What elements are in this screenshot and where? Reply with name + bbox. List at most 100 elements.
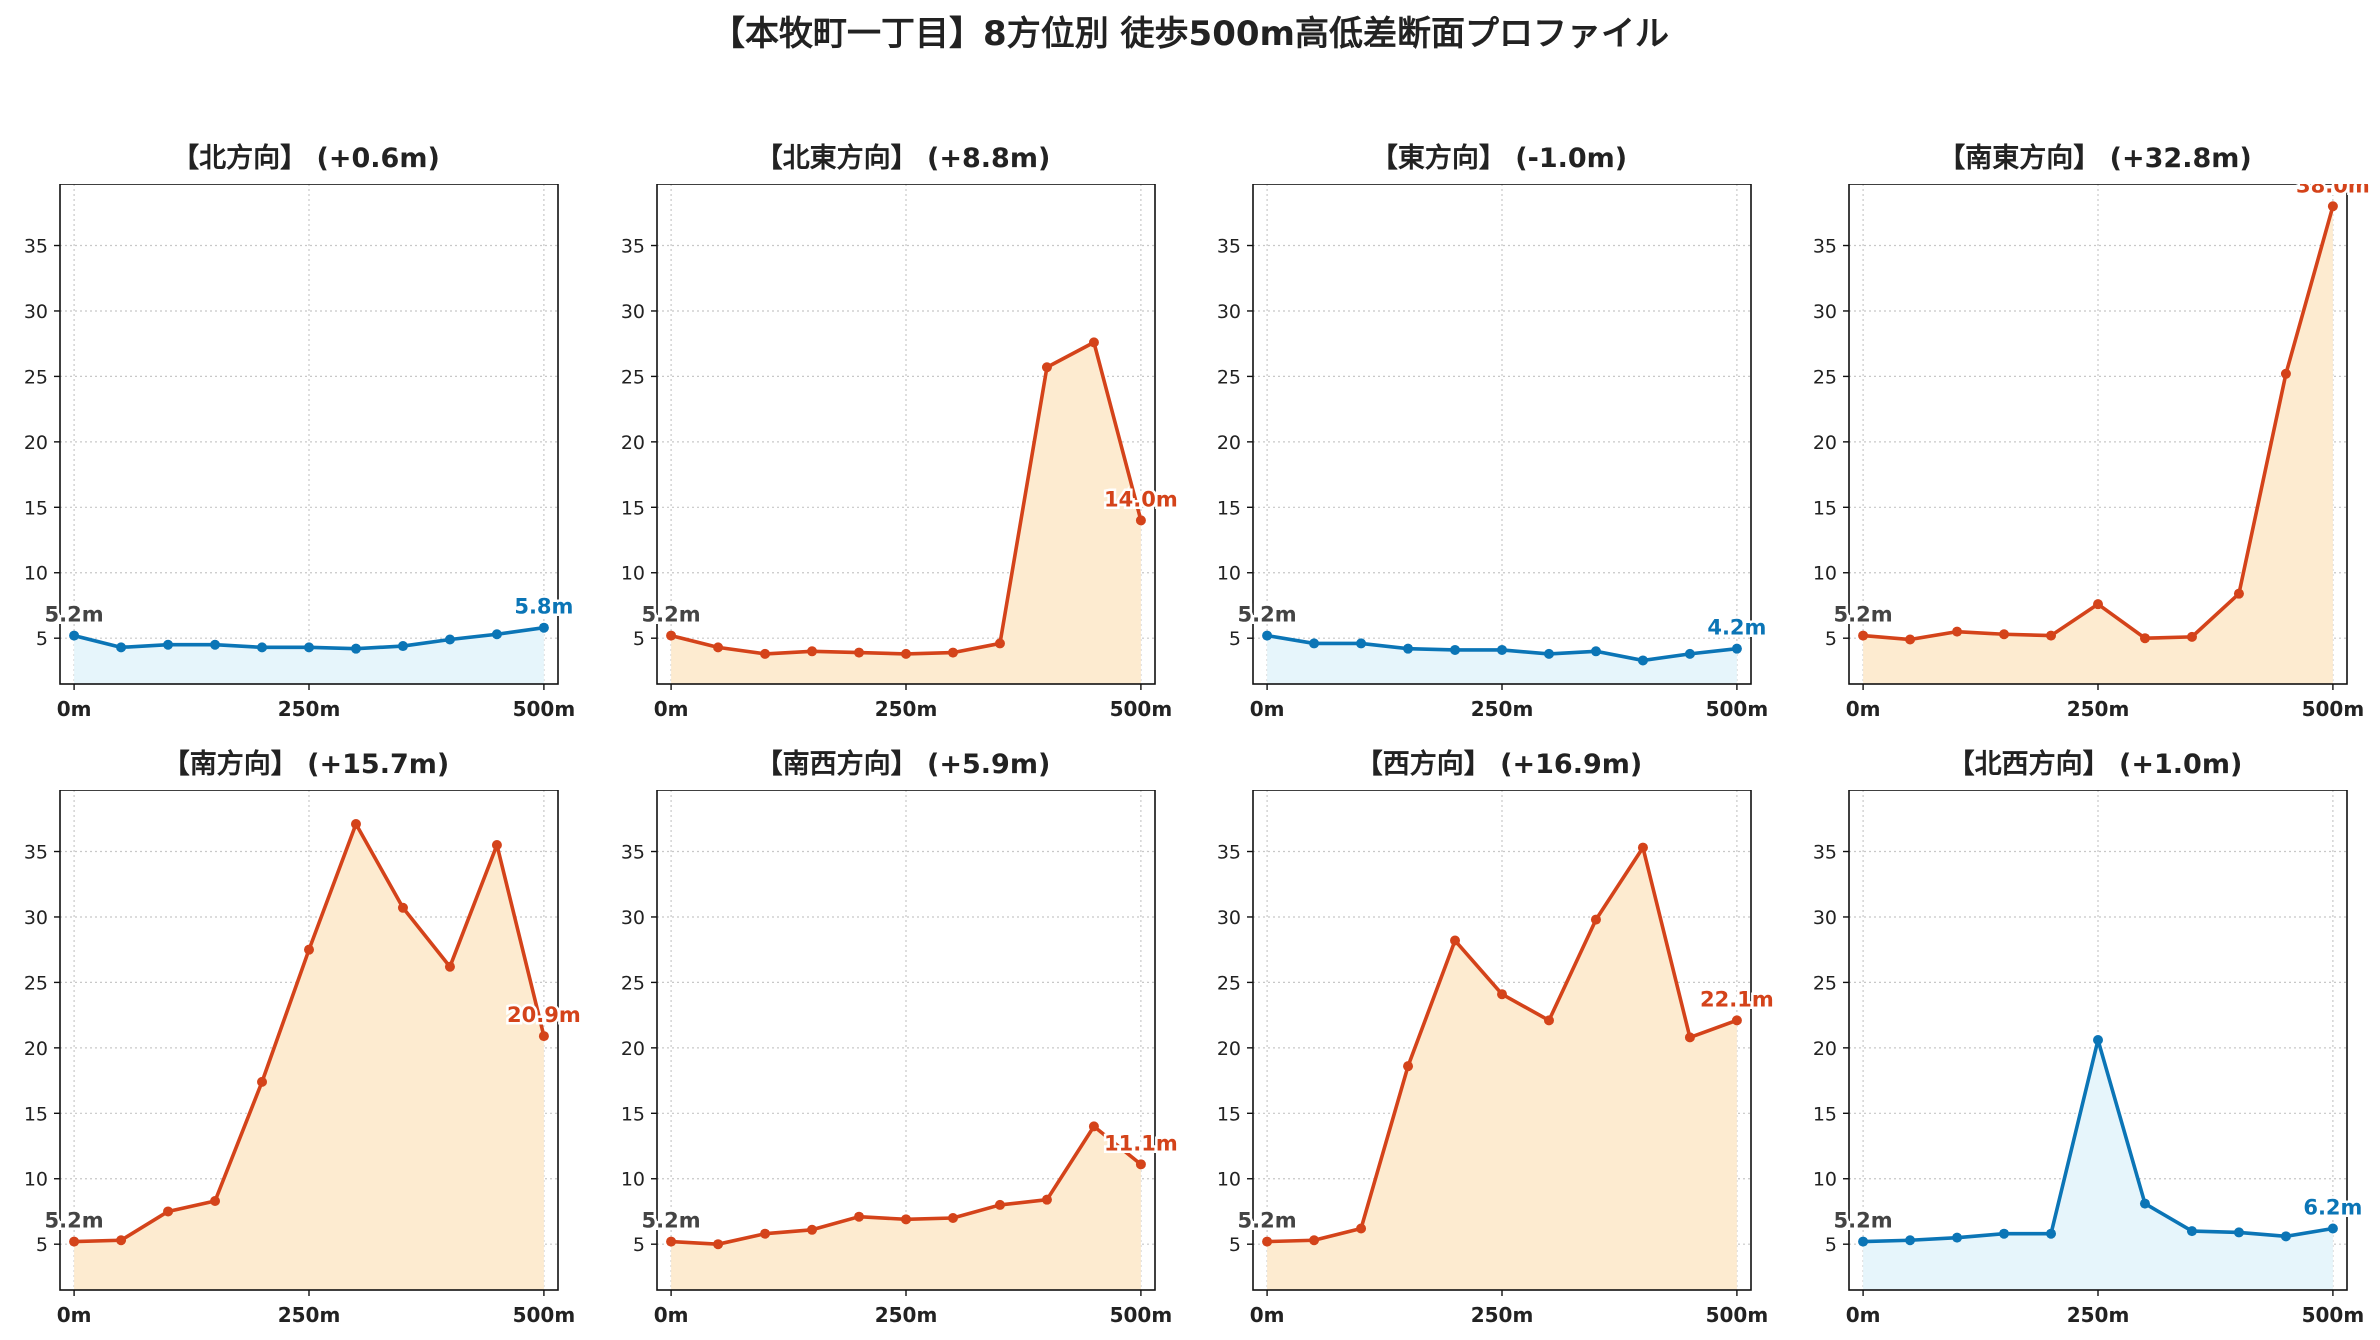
data-point: [257, 1076, 268, 1087]
data-point: [1684, 648, 1695, 659]
y-tick-label: 20: [621, 1038, 645, 1060]
data-point: [666, 1236, 677, 1247]
data-point: [1637, 655, 1648, 666]
y-tick-label: 10: [1813, 563, 1837, 585]
data-point: [1356, 1223, 1367, 1234]
data-point: [1637, 842, 1648, 853]
data-point: [2093, 1035, 2103, 1045]
data-point: [2233, 588, 2244, 599]
y-tick-label: 35: [1217, 842, 1241, 864]
data-point: [1497, 989, 1507, 1000]
area-fill: [671, 342, 1141, 684]
x-tick-label: 0m: [654, 697, 689, 721]
start-value-label: 5.2m: [1834, 603, 1893, 627]
data-point: [163, 1206, 174, 1217]
data-point: [1543, 1015, 1554, 1026]
profile-chart: 5 10 15 20 25 30 35 0m 250m 500m 5.2m 6.2m: [1813, 790, 2365, 1327]
data-point: [2280, 368, 2291, 379]
data-point: [491, 629, 502, 640]
data-point: [397, 641, 408, 652]
y-tick-label: 15: [24, 497, 48, 519]
y-tick-label: 10: [621, 563, 645, 585]
x-tick-label: 250m: [875, 697, 938, 721]
x-tick-label: 500m: [1110, 697, 1173, 721]
x-tick-label: 0m: [57, 1303, 92, 1327]
y-tick-label: 20: [24, 1038, 48, 1060]
y-tick-label: 30: [1813, 301, 1837, 323]
data-point: [444, 634, 455, 645]
y-tick-label: 5: [36, 628, 48, 650]
data-point: [2186, 631, 2197, 642]
profile-chart: 5 10 15 20 25 30 35 0m 250m 500m 5.2m 20.9m: [24, 790, 583, 1327]
panel-title: 【南東方向】 (+32.8m): [1938, 143, 2252, 174]
data-point: [69, 1236, 80, 1247]
data-point: [807, 646, 818, 657]
data-point: [2327, 201, 2338, 212]
data-point: [350, 643, 361, 654]
y-tick-label: 5: [1229, 1234, 1241, 1256]
x-tick-label: 250m: [2067, 697, 2130, 721]
data-point: [2139, 1198, 2150, 1209]
x-tick-label: 500m: [513, 697, 576, 721]
y-tick-label: 5: [36, 1234, 48, 1256]
y-tick-label: 15: [24, 1103, 48, 1125]
panel-title: 【南方向】 (+15.7m): [162, 749, 450, 780]
y-tick-label: 35: [24, 842, 48, 864]
data-point: [69, 630, 80, 641]
data-point: [491, 839, 502, 850]
y-tick-label: 30: [1217, 907, 1241, 929]
y-tick-label: 35: [1217, 236, 1241, 258]
profile-chart: 5 10 15 20 25 30 35 0m 250m 500m 5.2m 22.1m: [1217, 790, 1776, 1327]
x-tick-label: 250m: [278, 1303, 341, 1327]
y-tick-label: 10: [621, 1169, 645, 1191]
data-point: [760, 1228, 771, 1239]
y-tick-label: 35: [24, 236, 48, 258]
y-tick-label: 15: [1813, 1103, 1837, 1125]
y-tick-label: 30: [24, 301, 48, 323]
start-value-label: 5.2m: [642, 1209, 701, 1233]
start-value-label: 5.2m: [45, 603, 104, 627]
data-point: [350, 819, 361, 830]
y-tick-label: 5: [1825, 628, 1837, 650]
data-point: [1088, 337, 1099, 348]
x-tick-label: 500m: [2302, 1303, 2365, 1327]
data-point: [807, 1224, 818, 1235]
data-point: [1356, 638, 1367, 649]
area-fill: [671, 1126, 1141, 1290]
data-point: [2139, 633, 2150, 644]
data-point: [901, 648, 911, 659]
end-value-label: 14.0m: [1104, 487, 1178, 511]
chart-main-title: 【本牧町一丁目】8方位別 徒歩500m高低差断面プロファイル: [711, 14, 1669, 54]
y-tick-label: 20: [1813, 1038, 1837, 1060]
y-tick-label: 5: [1825, 1234, 1837, 1256]
data-point: [2280, 1231, 2291, 1242]
chart-panel: 【南西方向】 (+5.9m) 5 10 15 20 25 30 35 0m 250m 500m 5.2…: [607, 742, 1199, 1332]
data-point: [1497, 644, 1507, 655]
y-tick-label: 15: [1813, 497, 1837, 519]
data-point: [1135, 515, 1146, 526]
data-point: [2046, 1228, 2057, 1239]
x-tick-label: 500m: [513, 1303, 576, 1327]
data-point: [1952, 1232, 1963, 1243]
x-tick-label: 500m: [1706, 1303, 1769, 1327]
x-tick-label: 250m: [875, 1303, 938, 1327]
profile-chart: 5 10 15 20 25 30 35 0m 250m 500m 5.2m 4.2m: [1217, 184, 1769, 721]
chart-panel: 【北西方向】 (+1.0m) 5 10 15 20 25 30 35 0m 250m 500m 5.2…: [1799, 742, 2380, 1332]
y-tick-label: 10: [1217, 563, 1241, 585]
data-point: [1135, 1159, 1146, 1170]
y-tick-label: 35: [621, 236, 645, 258]
y-tick-label: 25: [24, 366, 48, 388]
profile-chart: 5 10 15 20 25 30 35 0m 250m 500m 5.2m 14.0m: [621, 184, 1180, 721]
x-tick-label: 0m: [1250, 1303, 1285, 1327]
data-point: [304, 642, 314, 653]
data-point: [1858, 1236, 1869, 1247]
y-tick-label: 30: [24, 907, 48, 929]
data-point: [1905, 1235, 1916, 1246]
data-point: [2327, 1223, 2338, 1234]
data-point: [666, 630, 677, 641]
x-tick-label: 500m: [1706, 697, 1769, 721]
y-tick-label: 20: [1217, 432, 1241, 454]
area-fill: [74, 627, 544, 684]
data-point: [538, 1031, 549, 1042]
